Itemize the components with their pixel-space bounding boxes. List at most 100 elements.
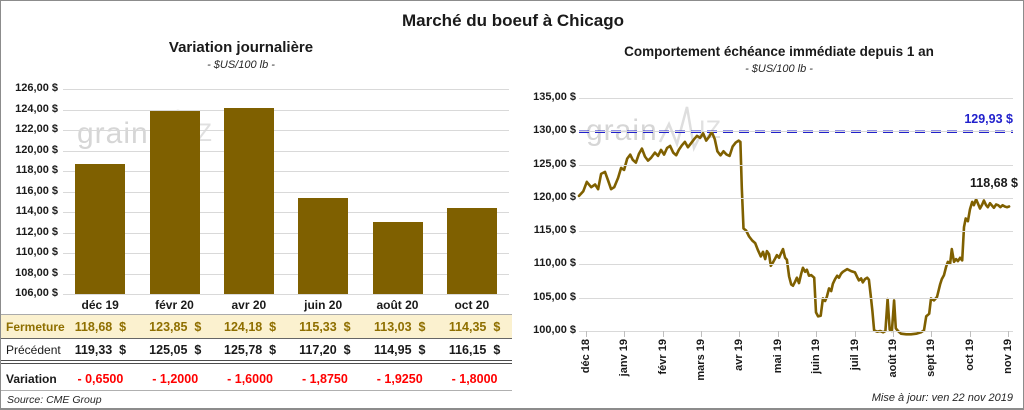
x-axis-category-label: août 20 xyxy=(376,298,419,312)
x-axis-tick xyxy=(701,331,703,337)
gridline xyxy=(63,212,509,213)
price-line-zigzag-icon xyxy=(658,104,704,157)
y-axis-tick-label: 120,00 $ xyxy=(15,143,58,156)
x-axis-tick xyxy=(931,331,933,337)
gridline xyxy=(63,273,509,275)
x-axis-tick-label: déc 18 xyxy=(580,339,592,374)
gridline xyxy=(63,130,509,131)
price-line-chart xyxy=(577,130,1013,336)
row-label-variation: Variation xyxy=(6,372,57,386)
y-axis-tick-label: 124,00 $ xyxy=(15,102,58,115)
bar xyxy=(372,221,423,294)
y-axis-tick-label: 112,00 $ xyxy=(15,225,58,238)
bar-chart-subtitle: - $US/100 lb - xyxy=(207,59,275,71)
gridline xyxy=(579,331,1013,332)
gridline xyxy=(579,164,1013,166)
y-axis-tick-label: 115,00 $ xyxy=(533,224,576,237)
x-axis-tick xyxy=(854,331,856,337)
gridline xyxy=(63,191,509,193)
x-axis-tick-label: août 19 xyxy=(886,339,899,378)
x-axis-tick-label: sept 19 xyxy=(925,339,938,377)
line-chart-plot: déc 18 janv 19 févr 19 mars 19 avr 19 mai 19 j… xyxy=(577,98,1014,381)
table-cell: - 1,8750 xyxy=(301,372,348,386)
gridline xyxy=(579,131,1013,133)
table-cell: 119,33 $ xyxy=(74,342,127,357)
price-series-line xyxy=(577,130,1011,336)
y-axis-tick-label: 135,00 $ xyxy=(533,91,576,103)
reference-price-label: 129,93 $ xyxy=(964,112,1013,126)
x-axis-category-label: avr 20 xyxy=(231,298,267,312)
x-axis-tick-label: mai 19 xyxy=(771,339,784,374)
y-axis-tick-label: 108,00 $ xyxy=(15,266,58,279)
grainwiz-watermark: grain IZ xyxy=(586,104,721,157)
table-cell: - 1,2000 xyxy=(152,372,199,386)
table-cell: - 1,6000 xyxy=(227,372,273,386)
bar-chart-title: Variation journalière xyxy=(168,39,314,56)
table-cell: 125,05 $ xyxy=(149,342,202,357)
line-chart-subtitle: - $US/100 lb - xyxy=(745,63,813,75)
gridline xyxy=(63,253,509,254)
x-axis-tick-label: févr 19 xyxy=(656,339,669,375)
x-axis-tick xyxy=(816,331,818,337)
table-cell: - 0,6500 xyxy=(77,372,124,386)
table-cell: 114,95 $ xyxy=(374,342,426,357)
bar-chart-plot xyxy=(63,89,509,295)
y-axis-tick-label: 106,00 $ xyxy=(15,287,58,299)
y-axis-tick-label: 110,00 $ xyxy=(533,257,576,270)
x-axis-tick-label: nov 19 xyxy=(1002,339,1014,374)
x-axis-category-label: oct 20 xyxy=(454,298,490,312)
y-axis-tick-label: 118,00 $ xyxy=(15,164,58,176)
gridline xyxy=(579,197,1013,199)
y-axis-tick-label: 116,00 $ xyxy=(15,184,58,197)
gridline xyxy=(63,171,509,172)
bar xyxy=(75,164,126,294)
x-axis-tick-label: avr 19 xyxy=(733,339,746,371)
y-axis-tick-label: 130,00 $ xyxy=(533,124,576,137)
watermark-text: grain xyxy=(586,113,658,147)
line-chart-title: Comportement échéance immédiate depuis 1… xyxy=(624,44,934,59)
x-axis-tick-label: oct 19 xyxy=(963,339,976,371)
x-axis-category-label: juin 20 xyxy=(304,298,343,312)
table-cell: 113,03 $ xyxy=(374,319,426,334)
gridline xyxy=(63,294,509,295)
table-cell: 115,33 $ xyxy=(299,319,351,334)
gridline xyxy=(63,232,509,234)
source-note: Source: CME Group xyxy=(7,394,102,406)
update-note: Mise à jour: ven 22 nov 2019 xyxy=(871,392,1013,404)
x-axis-tick xyxy=(586,331,587,337)
x-axis-tick xyxy=(892,331,894,337)
y-axis-tick-label: 120,00 $ xyxy=(533,190,576,203)
bar xyxy=(446,208,497,294)
watermark-text: grain xyxy=(77,116,149,150)
table-cell: 117,20 $ xyxy=(299,342,351,357)
x-axis-tick-label: janv 19 xyxy=(618,339,631,377)
x-axis-category-label: déc 19 xyxy=(81,298,119,312)
y-axis-tick-label: 114,00 $ xyxy=(15,205,58,217)
y-axis-tick-label: 125,00 $ xyxy=(533,157,576,170)
x-axis-tick-label: juin 19 xyxy=(810,339,823,374)
table-cell: 125,78 $ xyxy=(224,342,277,357)
y-axis-tick-label: 122,00 $ xyxy=(15,123,58,135)
table-cell: 123,85 $ xyxy=(149,319,202,334)
gridline xyxy=(579,264,1013,266)
row-label-precedent: Précédent xyxy=(6,342,61,357)
gridline xyxy=(63,150,509,152)
y-axis-tick-label: 126,00 $ xyxy=(15,82,58,94)
row-label-fermeture: Fermeture xyxy=(6,319,65,334)
table-cell: 124,18 $ xyxy=(224,319,277,334)
x-axis-tick-label: juil 19 xyxy=(848,339,861,371)
gridline xyxy=(579,231,1013,233)
x-axis-tick xyxy=(1008,331,1009,337)
gridline xyxy=(63,89,509,90)
x-axis-tick xyxy=(662,331,664,337)
y-axis-tick-label: 110,00 $ xyxy=(15,246,58,258)
y-axis-tick-label: 100,00 $ xyxy=(533,324,576,336)
bar xyxy=(298,198,349,294)
table-cell: - 1,8000 xyxy=(451,372,498,386)
x-axis-tick xyxy=(624,331,626,337)
bar-chart-x-axis: déc 19 févr 20 avr 20 juin 20 août 20 oct 20 xyxy=(63,298,509,314)
x-axis-tick xyxy=(777,331,779,337)
bar xyxy=(223,107,274,294)
table-cell: 114,35 $ xyxy=(448,319,501,334)
